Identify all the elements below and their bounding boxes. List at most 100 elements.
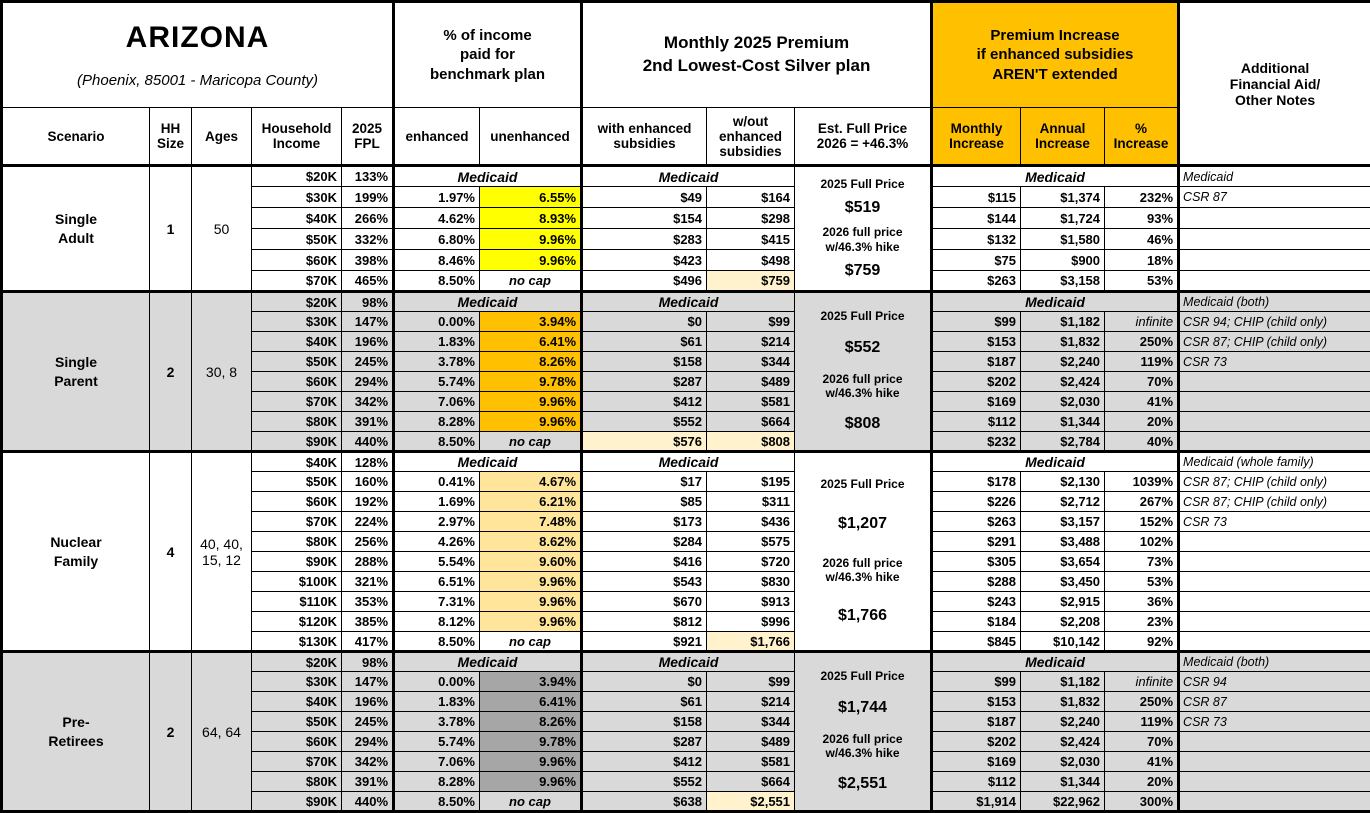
pct-increase-value: 250% <box>1104 691 1181 712</box>
pct-increase-value: 119% <box>1104 351 1181 372</box>
household-income-value: $20K <box>251 650 342 672</box>
premium-without-subsidies-value: $1,766 <box>706 631 796 652</box>
annual-increase-value: $1,724 <box>1020 207 1106 229</box>
unenhanced-pct-value: 9.96% <box>478 771 584 792</box>
fpl-value: 128% <box>341 450 395 472</box>
medicaid-pct-merged-cell: Medicaid <box>392 164 584 187</box>
household-income-value: $80K <box>251 411 342 432</box>
household-income-value: $20K <box>251 164 342 187</box>
monthly-increase-value: $1,914 <box>931 791 1022 812</box>
full-price-2025-value: $519 <box>844 199 881 217</box>
premium-without-subsidies-value: $164 <box>706 186 796 208</box>
pct-increase-value: 20% <box>1104 771 1181 792</box>
pct-increase-value: 53% <box>1104 571 1181 592</box>
premium-with-subsidies-value: $158 <box>581 351 708 372</box>
household-income-value: $50K <box>251 471 342 492</box>
fpl-value: 133% <box>341 164 395 187</box>
enhanced-pct-value: 8.28% <box>393 771 480 792</box>
pct-increase-value: 20% <box>1104 411 1181 432</box>
household-income-value: $100K <box>251 571 342 592</box>
annual-increase-value: $3,450 <box>1020 571 1106 592</box>
fpl-value: 465% <box>341 270 395 292</box>
monthly-increase-value: $75 <box>931 249 1022 271</box>
unenhanced-pct-value: 7.48% <box>478 511 584 532</box>
annual-increase-value: $2,130 <box>1020 471 1106 492</box>
fpl-value: 294% <box>341 731 395 752</box>
col-header-est-full-price: Est. Full Price 2026 = +46.3% <box>794 107 934 166</box>
monthly-increase-value: $263 <box>931 511 1022 532</box>
unenhanced-pct-value: no cap <box>478 791 584 812</box>
hh-size-value: 2 <box>149 650 192 812</box>
monthly-increase-value: $132 <box>931 228 1022 250</box>
annual-increase-value: $2,030 <box>1020 751 1106 772</box>
note-cell <box>1178 411 1370 432</box>
scenario-name: Pre- Retirees <box>1 650 150 812</box>
household-income-value: $80K <box>251 531 342 552</box>
annual-increase-value: $1,182 <box>1020 311 1106 332</box>
annual-increase-value: $3,488 <box>1020 531 1106 552</box>
note-cell <box>1178 228 1370 250</box>
household-income-value: $40K <box>251 691 342 712</box>
medicaid-increase-merged-cell: Medicaid <box>931 450 1181 472</box>
premium-with-subsidies-value: $576 <box>581 431 708 452</box>
note-cell: CSR 73 <box>1178 511 1370 532</box>
pct-increase-value: 70% <box>1104 371 1181 392</box>
pct-increase-value: 92% <box>1104 631 1181 652</box>
note-cell: CSR 73 <box>1178 711 1370 732</box>
premium-with-subsidies-value: $552 <box>581 771 708 792</box>
pct-increase-value: 23% <box>1104 611 1181 632</box>
note-cell: CSR 87; CHIP (child only) <box>1178 471 1370 492</box>
enhanced-pct-value: 7.06% <box>393 391 480 412</box>
note-cell: Medicaid (both) <box>1178 290 1370 312</box>
annual-increase-value: $1,374 <box>1020 186 1106 208</box>
unenhanced-pct-value: 9.96% <box>478 228 584 250</box>
group-header-premium-increase: Premium Increase if enhanced subsidies A… <box>931 1 1181 108</box>
premium-without-subsidies-value: $195 <box>706 471 796 492</box>
fpl-value: 192% <box>341 491 395 512</box>
unenhanced-pct-value: 6.41% <box>478 331 584 352</box>
pct-increase-value: 41% <box>1104 751 1181 772</box>
enhanced-pct-value: 2.97% <box>393 511 480 532</box>
premium-without-subsidies-value: $759 <box>706 270 796 292</box>
note-cell: CSR 73 <box>1178 351 1370 372</box>
medicaid-pct-merged-cell: Medicaid <box>392 450 584 472</box>
note-cell <box>1178 611 1370 632</box>
fpl-value: 398% <box>341 249 395 271</box>
annual-increase-value: $2,240 <box>1020 711 1106 732</box>
fpl-value: 196% <box>341 691 395 712</box>
note-cell <box>1178 731 1370 752</box>
enhanced-pct-value: 6.80% <box>393 228 480 250</box>
premium-without-subsidies-value: $99 <box>706 311 796 332</box>
medicaid-increase-merged-cell: Medicaid <box>931 290 1181 312</box>
premium-without-subsidies-value: $344 <box>706 711 796 732</box>
premium-with-subsidies-value: $17 <box>581 471 708 492</box>
medicaid-premium-merged-cell: Medicaid <box>581 290 796 312</box>
pct-increase-value: 93% <box>1104 207 1181 229</box>
monthly-increase-value: $169 <box>931 751 1022 772</box>
fpl-value: 266% <box>341 207 395 229</box>
medicaid-premium-merged-cell: Medicaid <box>581 650 796 672</box>
est-full-price-cell: 2025 Full Price $1,744 2026 full price w/4… <box>794 650 934 812</box>
fpl-value: 391% <box>341 771 395 792</box>
fpl-value: 294% <box>341 371 395 392</box>
pct-increase-value: 73% <box>1104 551 1181 572</box>
household-income-value: $90K <box>251 791 342 812</box>
unenhanced-pct-value: 9.96% <box>478 751 584 772</box>
unenhanced-pct-value: 9.96% <box>478 411 584 432</box>
monthly-increase-value: $184 <box>931 611 1022 632</box>
note-cell: CSR 87 <box>1178 186 1370 208</box>
enhanced-pct-value: 4.62% <box>393 207 480 229</box>
premium-with-subsidies-value: $921 <box>581 631 708 652</box>
premium-with-subsidies-value: $49 <box>581 186 708 208</box>
col-header-unenhanced: unenhanced <box>478 107 584 166</box>
pct-increase-value: infinite <box>1104 671 1181 692</box>
annual-increase-value: $2,240 <box>1020 351 1106 372</box>
unenhanced-pct-value: 9.96% <box>478 591 584 612</box>
annual-increase-value: $2,424 <box>1020 731 1106 752</box>
enhanced-pct-value: 1.97% <box>393 186 480 208</box>
premium-without-subsidies-value: $664 <box>706 411 796 432</box>
monthly-increase-value: $845 <box>931 631 1022 652</box>
premium-without-subsidies-value: $489 <box>706 731 796 752</box>
annual-increase-value: $2,784 <box>1020 431 1106 452</box>
